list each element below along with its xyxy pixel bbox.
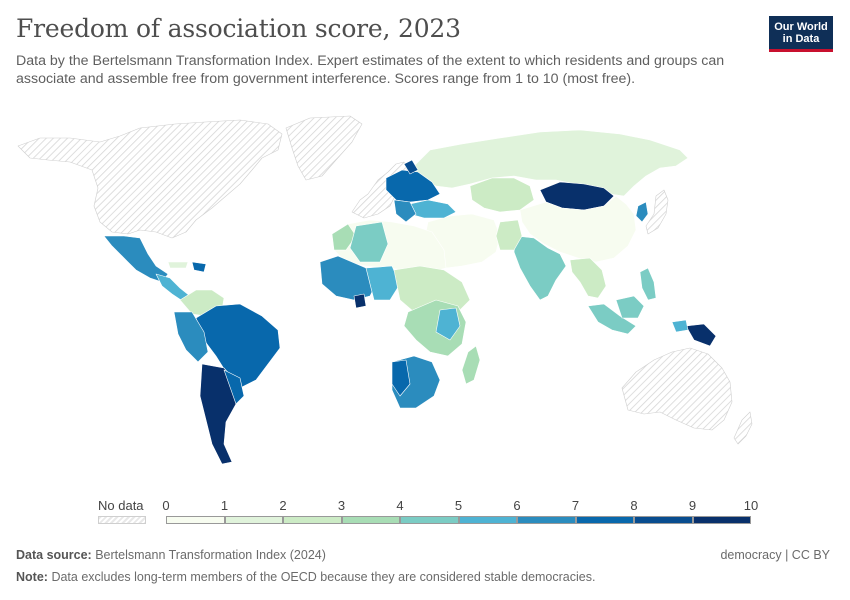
legend-bin-1[interactable] bbox=[224, 516, 283, 524]
region-kenya[interactable] bbox=[435, 307, 461, 341]
legend-tick-0: 0 bbox=[162, 498, 170, 513]
legend-bin-5[interactable] bbox=[458, 516, 517, 524]
region-paraguay-uruguay[interactable] bbox=[223, 369, 245, 405]
legend-tick-3: 3 bbox=[337, 498, 346, 513]
region-morocco[interactable] bbox=[331, 223, 357, 251]
legend-bin-4[interactable] bbox=[400, 516, 459, 524]
region-indonesia[interactable] bbox=[587, 303, 637, 335]
legend-tick-10: 10 bbox=[743, 498, 759, 513]
legend-bin-0[interactable] bbox=[166, 516, 225, 524]
legend-bin-3[interactable] bbox=[341, 516, 400, 524]
region-ghana[interactable] bbox=[353, 293, 367, 309]
legend-no-data-swatch[interactable] bbox=[98, 516, 146, 524]
region-central-africa[interactable] bbox=[393, 265, 471, 313]
region-japan-nodata[interactable] bbox=[645, 189, 669, 235]
legend-tick-1: 1 bbox=[220, 498, 229, 513]
region-southeast-asia[interactable] bbox=[569, 257, 607, 299]
data-source-label: Data source: bbox=[16, 548, 92, 562]
footnote: Note: Data excludes long-term members of… bbox=[16, 570, 595, 584]
region-korea[interactable] bbox=[635, 201, 649, 223]
region-philippines[interactable] bbox=[639, 267, 657, 301]
legend-tick-6: 6 bbox=[513, 498, 521, 513]
footnote-label: Note: bbox=[16, 570, 48, 584]
region-cuba[interactable] bbox=[167, 261, 189, 269]
legend-tick-5: 5 bbox=[454, 498, 463, 513]
data-source: Data source: Bertelsmann Transformation … bbox=[16, 548, 326, 562]
legend-tick-4: 4 bbox=[396, 498, 404, 513]
region-pakistan[interactable] bbox=[495, 219, 523, 251]
region-central-asia[interactable] bbox=[469, 177, 535, 213]
legend-tick-8: 8 bbox=[630, 498, 638, 513]
legend-tick-9: 9 bbox=[688, 498, 697, 513]
region-sahel[interactable] bbox=[365, 265, 401, 301]
footnote-text: Data excludes long-term members of the O… bbox=[51, 570, 596, 584]
map-legend: No data 0 1 2 3 4 5 6 7 8 9 10 bbox=[0, 494, 850, 534]
legend-bin-7[interactable] bbox=[575, 516, 634, 524]
region-russia[interactable] bbox=[411, 129, 689, 197]
legend-bin-6[interactable] bbox=[517, 516, 576, 524]
region-balkans[interactable] bbox=[393, 199, 417, 223]
chart-subtitle: Data by the Bertelsmann Transformation I… bbox=[16, 53, 725, 87]
region-baltics[interactable] bbox=[403, 159, 419, 175]
chart-title: Freedom of association score, 2023 bbox=[16, 14, 461, 43]
region-madagascar[interactable] bbox=[461, 345, 481, 385]
region-caribbean[interactable] bbox=[191, 261, 207, 273]
legend-bin-2[interactable] bbox=[283, 516, 342, 524]
region-namibia[interactable] bbox=[391, 359, 411, 397]
region-borneo[interactable] bbox=[615, 295, 645, 319]
world-map[interactable] bbox=[0, 110, 850, 490]
data-source-link[interactable]: Bertelsmann Transformation Index (2024) bbox=[95, 548, 326, 562]
region-india[interactable] bbox=[513, 235, 567, 301]
region-algeria[interactable] bbox=[349, 221, 389, 263]
region-timor[interactable] bbox=[671, 319, 689, 333]
region-turkey[interactable] bbox=[409, 199, 457, 219]
legend-bin-9[interactable] bbox=[692, 516, 751, 524]
region-andes[interactable] bbox=[173, 311, 209, 363]
legend-tick-2: 2 bbox=[279, 498, 287, 513]
legend-no-data-label: No data bbox=[98, 498, 144, 513]
legend-tick-7: 7 bbox=[571, 498, 580, 513]
logo-line-1: Our World bbox=[774, 21, 828, 33]
owid-logo[interactable]: Our World in Data bbox=[769, 16, 833, 52]
region-north-america-nodata[interactable] bbox=[17, 119, 283, 239]
region-australia-nodata[interactable] bbox=[621, 347, 733, 431]
legend-bin-8[interactable] bbox=[634, 516, 693, 524]
region-brazil[interactable] bbox=[195, 303, 281, 389]
region-china[interactable] bbox=[519, 195, 637, 263]
region-papua-new-guinea[interactable] bbox=[685, 323, 717, 347]
region-greenland-nodata[interactable] bbox=[285, 115, 363, 181]
region-new-zealand-nodata[interactable] bbox=[733, 411, 753, 445]
logo-line-2: in Data bbox=[782, 33, 820, 45]
license-text[interactable]: democracy | CC BY bbox=[720, 548, 830, 562]
